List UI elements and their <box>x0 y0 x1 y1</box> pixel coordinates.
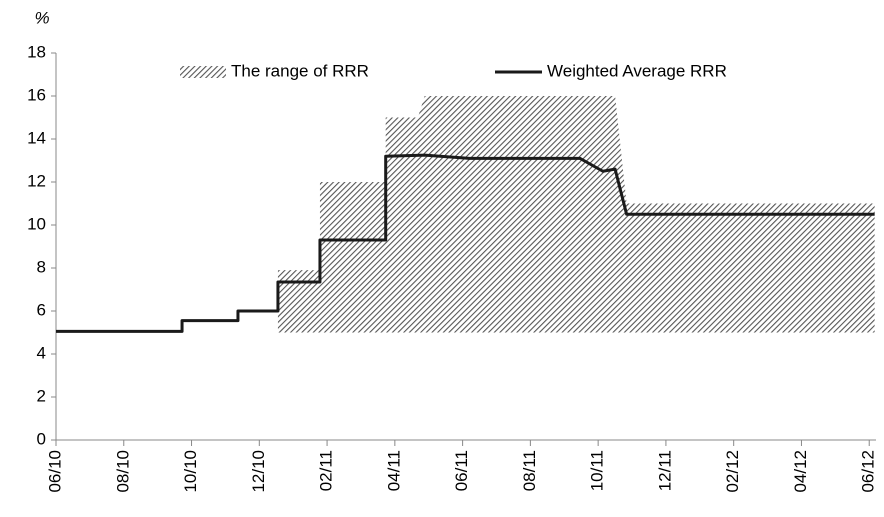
y-tick-label: 2 <box>37 386 46 405</box>
y-tick-label: 14 <box>27 128 46 147</box>
y-tick-label: 16 <box>27 85 46 104</box>
y-tick-label: 6 <box>37 300 46 319</box>
y-tick-label: 12 <box>27 171 46 190</box>
x-tick-label: 02/11 <box>317 450 336 491</box>
x-tick-label: 04/12 <box>791 450 810 493</box>
x-tick-label: 08/10 <box>113 450 132 493</box>
x-tick-label: 10/10 <box>181 450 200 493</box>
legend-swatch <box>180 66 226 78</box>
x-tick-label: 04/11 <box>384 450 403 491</box>
x-tick-label: 06/12 <box>859 450 878 493</box>
x-tick-label: 12/10 <box>249 450 268 493</box>
legend-label: Weighted Average RRR <box>547 61 727 80</box>
x-tick-label: 08/11 <box>520 450 539 491</box>
x-tick-label: 02/12 <box>723 450 742 493</box>
y-tick-label: 4 <box>37 343 46 362</box>
y-tick-label: 0 <box>37 429 46 448</box>
y-tick-label: 8 <box>37 257 46 276</box>
x-tick-label: 06/11 <box>452 450 471 491</box>
legend-label: The range of RRR <box>231 61 369 80</box>
x-tick-label: 12/11 <box>655 450 674 491</box>
line <box>56 153 875 333</box>
y-axis-label: % <box>34 8 49 27</box>
x-tick-label: 06/10 <box>45 450 64 493</box>
x-tick-label: 10/11 <box>588 450 607 491</box>
y-tick-label: 18 <box>27 42 46 61</box>
y-tick-label: 10 <box>27 214 46 233</box>
